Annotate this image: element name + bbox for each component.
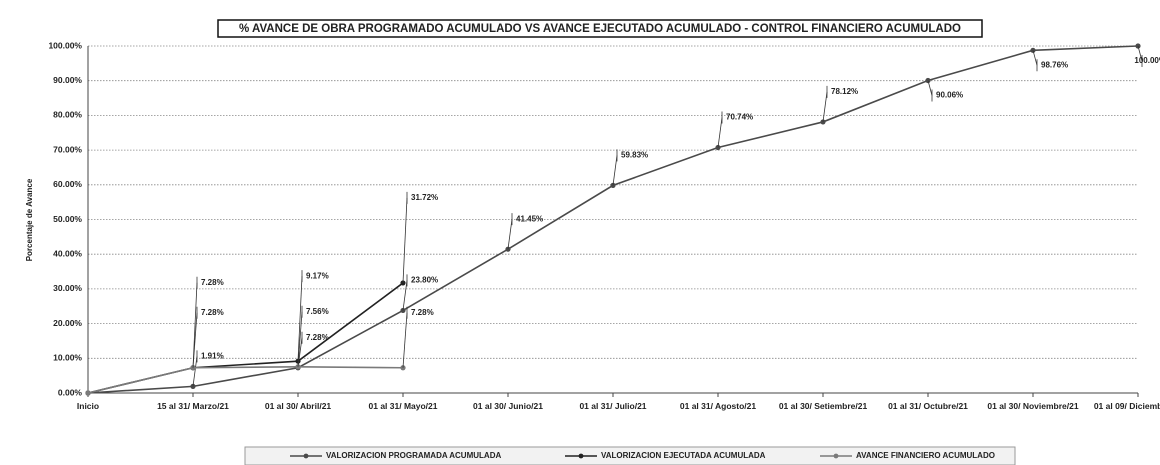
data-label: 7.28%: [201, 278, 224, 287]
y-tick-label: 0.00%: [58, 387, 83, 397]
y-tick-label: 80.00%: [53, 110, 82, 120]
label-leader: [612, 155, 618, 186]
x-tick-label: 01 al 30/ Abril/21: [264, 401, 332, 411]
label-leader: [297, 276, 303, 362]
legend-marker: [578, 453, 584, 459]
label-leader: [297, 311, 303, 367]
legend-box: [244, 446, 1016, 465]
data-label: 98.76%: [1041, 60, 1068, 69]
x-tick-label: 15 al 31/ Marzo/21: [157, 401, 229, 411]
label-leader: [192, 356, 198, 387]
series-line: [87, 365, 404, 394]
y-tick-label: 20.00%: [53, 318, 82, 328]
x-tick-label: 01 al 30/ Junio/21: [473, 401, 543, 411]
x-tick-label: 01 al 31/ Agosto/21: [679, 401, 757, 411]
x-tick-label: Inicio: [76, 401, 100, 411]
legend-label: VALORIZACION PROGRAMADA ACUMULADA: [326, 451, 501, 460]
y-tick-label: 40.00%: [53, 248, 82, 258]
data-point: [85, 390, 91, 396]
data-label: 41.45%: [516, 214, 543, 223]
label-leader: [717, 117, 723, 148]
data-label: 7.28%: [411, 308, 434, 317]
y-tick-label: 70.00%: [53, 144, 82, 154]
data-label: 78.12%: [831, 87, 858, 96]
data-label: 31.72%: [411, 193, 438, 202]
title-box: [217, 19, 983, 38]
data-label: 9.17%: [306, 271, 329, 280]
label-leader: [822, 91, 828, 122]
label-leader: [1032, 50, 1038, 66]
y-tick-label: 30.00%: [53, 283, 82, 293]
x-tick-label: 01 al 09/ Diciembre/21: [1093, 401, 1160, 411]
y-tick-label: 50.00%: [53, 214, 82, 224]
label-leader: [507, 219, 513, 250]
chart-title: % AVANCE DE OBRA PROGRAMADO ACUMULADO VS…: [239, 23, 961, 35]
y-tick-label: 60.00%: [53, 179, 82, 189]
data-label: 100.00%: [1134, 56, 1160, 65]
x-tick-label: 01 al 30/ Setiembre/21: [778, 401, 868, 411]
x-tick-label: 01 al 31/ Julio/21: [579, 401, 647, 411]
data-label: 7.56%: [306, 307, 329, 316]
legend-label: AVANCE FINANCIERO ACUMULADO: [856, 451, 995, 460]
x-tick-label: 01 al 31/ Mayo/21: [368, 401, 438, 411]
data-label: 70.74%: [726, 113, 753, 122]
label-leader: [927, 80, 933, 96]
label-leader: [192, 312, 198, 368]
data-label: 90.06%: [936, 91, 963, 100]
legend-marker: [833, 453, 839, 459]
data-label: 7.28%: [201, 308, 224, 317]
label-leader: [402, 197, 408, 283]
legend-label: VALORIZACION EJECUTADA ACUMULADA: [601, 451, 766, 460]
data-label: 1.91%: [201, 351, 224, 360]
x-tick-label: 01 al 31/ Octubre/21: [888, 401, 968, 411]
y-axis-label: Porcentaje de Avance: [25, 178, 34, 261]
data-label: 23.80%: [411, 276, 438, 285]
label-leader: [402, 280, 408, 311]
label-leader: [1137, 45, 1143, 62]
x-tick-label: 01 al 30/ Noviembre/21: [987, 401, 1079, 411]
y-tick-label: 100.00%: [48, 40, 82, 50]
data-label: 7.28%: [306, 333, 329, 342]
y-tick-label: 90.00%: [53, 75, 82, 85]
label-leader: [402, 312, 408, 368]
data-label: 59.83%: [621, 150, 648, 159]
legend-marker: [303, 453, 309, 459]
y-tick-label: 10.00%: [53, 353, 82, 363]
